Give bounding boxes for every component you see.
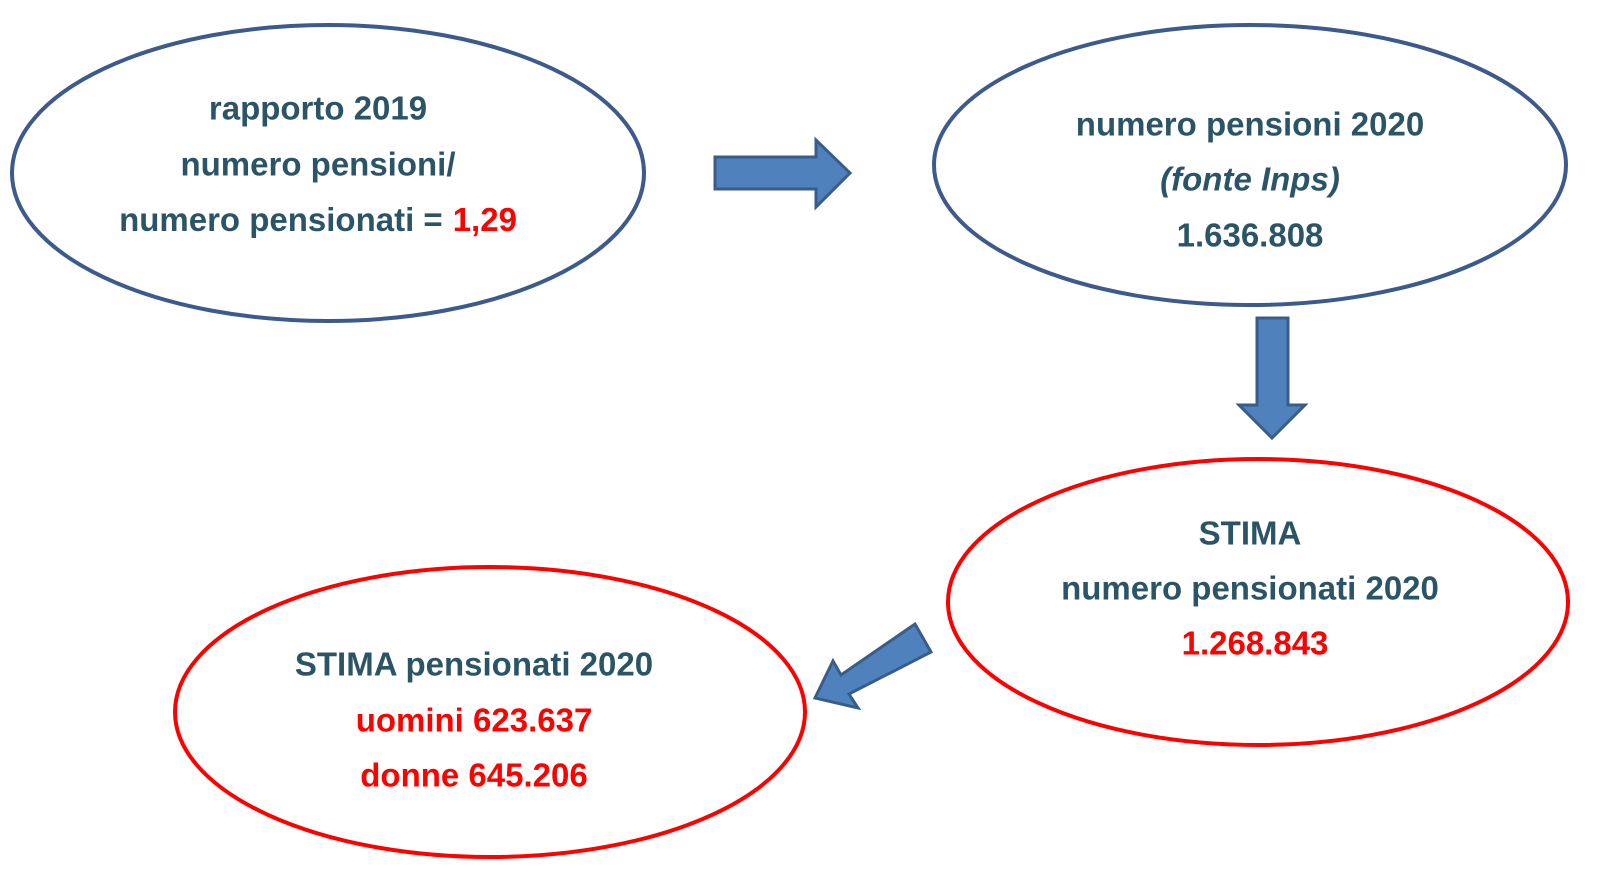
node-value: uomini 623.637 xyxy=(356,702,593,739)
node-text: numero pensioni/ xyxy=(180,146,455,183)
node-value: 1.268.843 xyxy=(1182,625,1329,662)
node-value: 1,29 xyxy=(453,201,517,238)
node-text-line: numero pensionati = 1,29 xyxy=(119,201,517,238)
node-text: 1.636.808 xyxy=(1177,217,1324,254)
node-text: STIMA pensionati 2020 xyxy=(295,646,653,683)
node-ellipse xyxy=(10,23,646,323)
node-text: STIMA xyxy=(1199,515,1302,552)
node-ellipse xyxy=(932,23,1568,307)
node-value: donne 645.206 xyxy=(360,757,587,794)
arrow-down xyxy=(1235,316,1309,441)
node-text: (fonte Inps) xyxy=(1160,161,1340,198)
node-text: numero pensioni 2020 xyxy=(1076,106,1424,143)
node-ellipse xyxy=(173,565,807,859)
node-text: numero pensionati 2020 xyxy=(1061,570,1439,607)
node-text: rapporto 2019 xyxy=(209,90,427,127)
arrow-right xyxy=(713,136,853,211)
node-text: numero pensionati = xyxy=(119,201,443,238)
arrow-diagonal xyxy=(812,621,934,711)
node-ellipse xyxy=(946,457,1570,747)
